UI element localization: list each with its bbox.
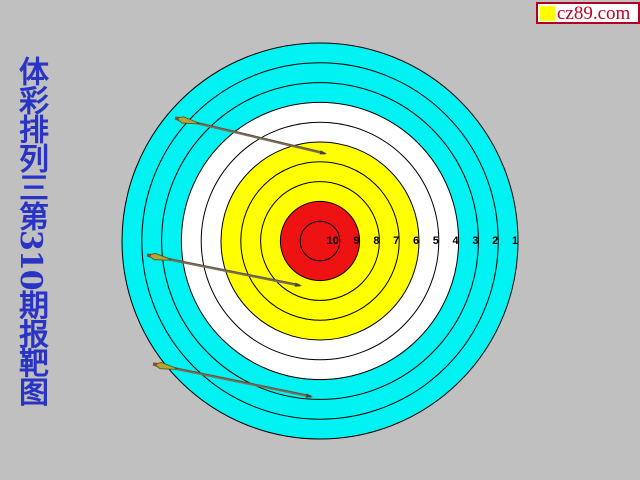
arrow-shaft-edge bbox=[156, 255, 299, 285]
arrow-shaft bbox=[176, 117, 326, 155]
arrow-nock bbox=[174, 116, 180, 121]
target-ring-10 bbox=[299, 220, 341, 262]
ring-label-2: 2 bbox=[492, 235, 498, 247]
arrow-nock bbox=[152, 362, 158, 367]
ring-label-10: 10 bbox=[327, 235, 339, 247]
arrow-shaft-edge bbox=[162, 364, 310, 396]
arrow-fletching bbox=[147, 253, 172, 261]
ring-label-3: 3 bbox=[472, 235, 478, 247]
ring-label-9: 9 bbox=[354, 235, 360, 247]
ring-label-1: 1 bbox=[512, 235, 518, 247]
arrow-point bbox=[305, 393, 313, 398]
arrow-fletching bbox=[153, 362, 178, 370]
arrow-1 bbox=[174, 116, 327, 155]
arrow-shaft bbox=[154, 363, 312, 398]
ring-label-8: 8 bbox=[373, 235, 379, 247]
ring-label-4: 4 bbox=[453, 235, 460, 247]
arrow-shaft-edge bbox=[184, 118, 324, 153]
site-badge: cz89.com bbox=[536, 2, 640, 24]
arrow-shaft bbox=[148, 254, 301, 287]
site-badge-text: cz89.com bbox=[557, 2, 631, 24]
arrow-point bbox=[319, 150, 327, 155]
badge-square-icon bbox=[540, 5, 555, 21]
arrow-2 bbox=[146, 253, 302, 287]
arrow-point bbox=[294, 282, 302, 287]
arrow-nock bbox=[146, 253, 152, 258]
arrow-3 bbox=[152, 362, 313, 398]
ring-label-7: 7 bbox=[393, 235, 399, 247]
arrow-fletching bbox=[175, 116, 200, 125]
vertical-title: 体彩排列三第310期报靶图 bbox=[13, 56, 48, 406]
ring-label-6: 6 bbox=[413, 235, 419, 247]
ring-label-5: 5 bbox=[433, 235, 439, 247]
